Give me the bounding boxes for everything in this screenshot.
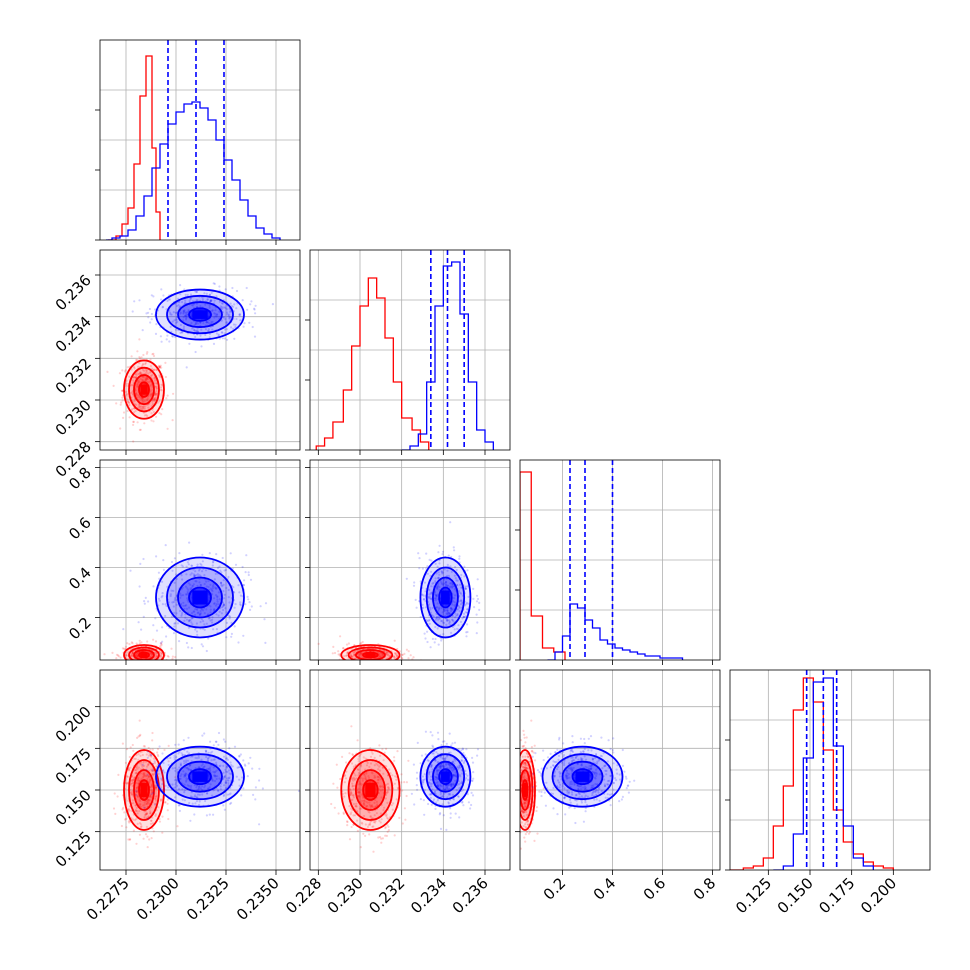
x-tick-label: 0.2 <box>540 874 570 904</box>
y-tick-label: 0.6 <box>65 514 95 544</box>
axes-frame <box>729 669 931 871</box>
panel-content <box>730 670 894 870</box>
panel-content <box>106 40 281 240</box>
density-peak <box>140 384 148 395</box>
panel-content <box>520 719 636 850</box>
x-tick-label: 0.2300 <box>133 874 183 924</box>
x-tick-label: 0.200 <box>857 874 900 917</box>
density-peak <box>365 783 376 797</box>
y-tick-label: 0.125 <box>52 828 95 871</box>
density-peak <box>192 590 208 605</box>
y-tick-label: 0.4 <box>65 564 95 594</box>
panel-1-1 <box>305 249 511 455</box>
y-tick-label: 0.150 <box>52 786 95 829</box>
panel-0-0 <box>95 39 301 245</box>
density-peak <box>441 590 450 605</box>
density-peak <box>192 310 208 319</box>
panel-content <box>520 460 684 660</box>
density-peak <box>575 771 590 782</box>
panel-2-0: 0.20.40.60.8 <box>65 459 301 665</box>
x-tick-label: 0.8 <box>690 874 720 904</box>
x-tick-label: 0.2350 <box>233 874 283 924</box>
density-peak <box>441 771 450 782</box>
y-tick-label: 0.200 <box>52 703 95 746</box>
x-tick-label: 0.234 <box>407 874 450 917</box>
density-peak <box>140 783 148 797</box>
axes-frame <box>309 459 511 661</box>
axes-frame <box>309 249 511 451</box>
y-tick-label: 0.175 <box>52 744 95 787</box>
axes-frame <box>99 39 301 241</box>
histogram-series-1 <box>106 101 281 240</box>
panel-2-1 <box>305 459 511 665</box>
panel-content <box>106 282 274 443</box>
panel-3-2: 0.2 0.4 0.6 0.8 <box>515 669 721 904</box>
x-tick-label: 0.125 <box>732 874 775 917</box>
y-tick-label: 0.232 <box>52 354 95 397</box>
axes-frame <box>99 459 301 661</box>
panel-content <box>112 719 300 849</box>
y-tick-label: 0.234 <box>52 313 95 356</box>
density-peak <box>192 771 208 782</box>
axes-frame <box>519 669 721 871</box>
histogram-series-0 <box>730 677 894 870</box>
x-tick-label: 0.150 <box>774 874 817 917</box>
x-tick-label: 0.236 <box>449 874 492 917</box>
axes-frame <box>519 459 721 661</box>
axes-frame <box>99 669 301 871</box>
density-peak <box>140 653 148 657</box>
x-tick-label: 0.2275 <box>83 874 133 924</box>
x-tick-label: 0.230 <box>324 874 367 917</box>
panel-content <box>103 541 268 660</box>
histogram-series-0 <box>315 277 430 450</box>
x-tick-label: 0.4 <box>590 874 620 904</box>
x-tick-label: 0.232 <box>365 874 408 917</box>
x-tick-label: 0.2325 <box>183 874 233 924</box>
x-tick-label: 0.175 <box>815 874 858 917</box>
density-peak <box>523 783 527 797</box>
x-tick-label: 0.6 <box>640 874 670 904</box>
histogram-series-0 <box>520 471 566 660</box>
density-peak <box>365 653 376 657</box>
panel-2-2 <box>515 459 721 665</box>
axes-frame <box>309 669 511 871</box>
panel-content <box>330 725 480 853</box>
axes-frame <box>99 249 301 451</box>
panel-content <box>317 521 481 660</box>
y-tick-label: 0.236 <box>52 271 95 314</box>
panel-3-0: 0.2275 0.2300 0.2325 0.2350 0.1250.1500.1750… <box>52 669 301 924</box>
histogram-series-0 <box>108 55 161 240</box>
x-tick-label: 0.228 <box>282 874 325 917</box>
panel-content <box>315 250 494 450</box>
histogram-series-1 <box>401 261 494 450</box>
histogram-series-1 <box>547 603 684 660</box>
y-tick-label: 0.2 <box>65 614 95 644</box>
scatter-series-1 <box>122 541 268 653</box>
y-tick-label: 0.230 <box>52 396 95 439</box>
